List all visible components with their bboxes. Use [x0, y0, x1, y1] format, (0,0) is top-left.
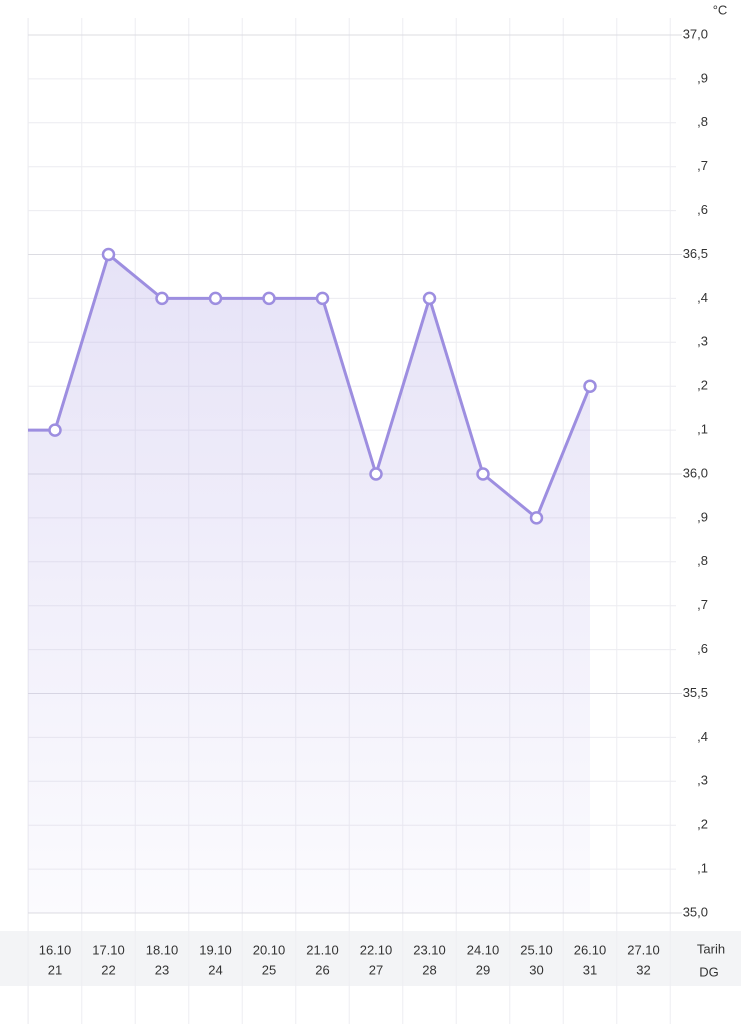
data-point [48, 423, 62, 437]
cycle-day-label: 26 [315, 962, 329, 977]
x-tick-label: 19.10 [199, 942, 232, 957]
data-point [101, 247, 116, 262]
date-strip [0, 931, 741, 986]
cycle-day-label: 32 [636, 962, 650, 977]
x-tick-label: 23.10 [413, 942, 446, 957]
cycle-day-label: 24 [208, 962, 222, 977]
y-tick-label: 36,0 [683, 465, 708, 480]
y-tick-label: 35,5 [683, 685, 708, 700]
x-tick-label: 18.10 [146, 942, 179, 957]
unit-label: °C [713, 2, 728, 17]
y-tick-label: ,1 [697, 861, 708, 876]
y-tick-label: 37,0 [683, 26, 708, 41]
x-tick-label: 20.10 [253, 942, 286, 957]
row-label: DG [699, 964, 719, 979]
cycle-day-label: 22 [101, 962, 115, 977]
data-point [208, 291, 223, 306]
data-point [315, 291, 330, 306]
area-fill [28, 254, 590, 913]
x-tick-label: 21.10 [306, 942, 339, 957]
row-label: Tarih [697, 941, 725, 956]
x-tick-label: 25.10 [520, 942, 553, 957]
data-point [0, 425, 7, 436]
y-tick-label: 35,0 [683, 904, 708, 919]
x-tick-label: 17.10 [92, 942, 125, 957]
data-point [422, 291, 437, 306]
cycle-day-label: 28 [422, 962, 436, 977]
data-point [583, 379, 597, 393]
y-tick-label: ,8 [697, 553, 708, 568]
y-tick-label: ,4 [697, 729, 708, 744]
y-tick-label: ,2 [697, 817, 708, 832]
y-tick-label: ,4 [697, 290, 708, 305]
y-tick-label: ,6 [697, 641, 708, 656]
plot-area [0, 247, 597, 913]
data-point [529, 511, 544, 525]
data-point [476, 467, 490, 481]
y-tick-label: ,9 [697, 509, 708, 524]
cycle-day-label: 31 [583, 962, 597, 977]
y-tick-label: ,7 [697, 597, 708, 612]
x-tick-label: 16.10 [39, 942, 72, 957]
x-tick-label: 22.10 [360, 942, 393, 957]
y-tick-label: ,6 [697, 202, 708, 217]
x-tick-label: 24.10 [467, 942, 500, 957]
cycle-day-label: 29 [476, 962, 490, 977]
cycle-day-label: 27 [369, 962, 383, 977]
y-tick-label: ,1 [697, 422, 708, 437]
cycle-day-label: 30 [529, 962, 543, 977]
temperature-line [28, 253, 592, 520]
cycle-day-label: 23 [155, 962, 169, 977]
data-point [155, 291, 169, 306]
x-tick-label: 27.10 [627, 942, 660, 957]
cycle-day-label: 25 [262, 962, 276, 977]
data-point [262, 291, 276, 306]
y-tick-label: ,3 [697, 334, 708, 349]
y-tick-label: ,3 [697, 773, 708, 788]
x-tick-label: 26.10 [574, 942, 607, 957]
y-tick-label: ,8 [697, 114, 708, 129]
y-tick-label: ,7 [697, 158, 708, 173]
y-tick-label: ,9 [697, 70, 708, 85]
y-tick-label: ,2 [697, 378, 708, 393]
data-point [369, 467, 383, 481]
y-tick-label: 36,5 [683, 246, 708, 261]
cycle-day-label: 21 [48, 962, 62, 977]
